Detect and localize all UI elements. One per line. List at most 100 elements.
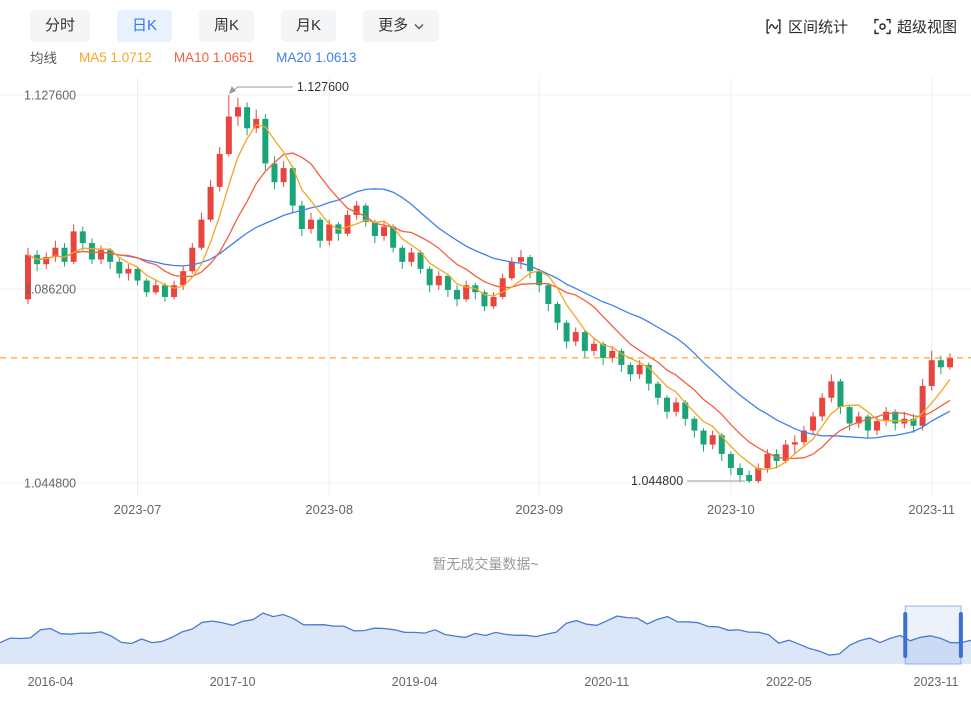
candle-body xyxy=(691,418,698,431)
candle-body xyxy=(837,381,844,408)
candle-body xyxy=(435,275,442,286)
candle-body xyxy=(180,271,187,286)
candle-body xyxy=(399,247,406,262)
candle-body xyxy=(919,386,926,426)
candle-body xyxy=(883,411,890,422)
candle-body xyxy=(700,430,707,445)
ma20-value: MA20 1.0613 xyxy=(276,49,357,65)
candle-body xyxy=(627,364,634,375)
candle-body xyxy=(636,364,643,375)
x-axis-label: 2023-11 xyxy=(908,502,955,517)
candle-body xyxy=(289,168,296,206)
navigator-handle-left[interactable] xyxy=(903,612,908,658)
candle-body xyxy=(791,442,798,445)
candle-body xyxy=(262,118,269,164)
x-axis-label: 2023-10 xyxy=(707,502,755,517)
candle-body xyxy=(362,205,369,222)
ma-legend: 均线 MA5 1.0712 MA10 1.0651 MA20 1.0613 xyxy=(30,47,356,67)
tab-time-sharing[interactable]: 分时 xyxy=(30,9,91,43)
navigator-window[interactable] xyxy=(904,605,962,665)
candle-body xyxy=(307,219,314,230)
ma5-value: MA5 1.0712 xyxy=(79,49,152,65)
candle-body xyxy=(198,219,205,248)
candle-body xyxy=(70,231,77,262)
candle-body xyxy=(727,453,734,469)
ma10-value: MA10 1.0651 xyxy=(173,49,255,65)
candle-body xyxy=(517,257,524,262)
candle-body xyxy=(271,163,278,183)
candle-body xyxy=(828,381,835,398)
tab-daily-k[interactable]: 日K xyxy=(117,9,173,43)
candle-body xyxy=(873,421,880,431)
candle-body xyxy=(454,289,461,300)
candle-body xyxy=(207,186,214,220)
candle-body xyxy=(718,435,725,454)
candle-body xyxy=(444,275,451,290)
candle-body xyxy=(125,268,132,274)
candle-body xyxy=(234,107,241,117)
candlestick-chart[interactable]: 2023-07 2023-08 2023-09 2023-10 2023-11 1.127… xyxy=(0,70,971,530)
navigator-x-label: 2022-05 xyxy=(766,675,812,689)
candle-body xyxy=(280,168,287,183)
super-view-icon xyxy=(874,18,891,35)
ma5-line xyxy=(27,124,951,470)
tab-monthly-k[interactable]: 月K xyxy=(281,9,337,43)
candle-body xyxy=(855,416,862,424)
tab-weekly-k[interactable]: 周K xyxy=(199,9,255,43)
candle-body xyxy=(645,364,652,384)
navigator-x-label: 2017-10 xyxy=(210,675,256,689)
candle-body xyxy=(527,257,534,272)
candle-body xyxy=(682,402,689,419)
high-annotation-arrow xyxy=(228,86,236,94)
candle-body xyxy=(189,247,196,272)
navigator-line xyxy=(0,612,971,656)
candle-body xyxy=(61,247,68,262)
candle-body xyxy=(253,118,260,129)
candle-body xyxy=(846,407,853,424)
candle-body xyxy=(390,226,397,248)
candle-body xyxy=(800,430,807,443)
candle-body xyxy=(463,285,470,300)
candle-body xyxy=(216,154,223,187)
volume-placeholder-text: 暂无成交量数据~ xyxy=(432,556,539,572)
candle-body xyxy=(563,322,570,342)
navigator-x-label: 2023-11 xyxy=(914,675,959,689)
navigator-x-label: 2019-04 xyxy=(392,675,438,689)
candle-body xyxy=(490,296,497,307)
low-annotation-label: 1.044800 xyxy=(631,474,683,488)
range-stats-icon xyxy=(765,18,782,35)
toolbar-right: 区间统计 超级视图 xyxy=(765,16,957,37)
candle-body xyxy=(43,257,50,265)
candle-body xyxy=(134,268,141,281)
ma10-line xyxy=(27,152,951,460)
candle-body xyxy=(937,360,944,368)
super-view-label: 超级视图 xyxy=(896,18,957,36)
candle-body xyxy=(152,285,159,293)
y-axis-label: 1.127600 xyxy=(24,89,76,103)
ma20-line xyxy=(27,188,951,439)
candle-body xyxy=(709,435,716,445)
candle-body xyxy=(609,350,616,358)
candle-body xyxy=(88,243,95,260)
super-view-button[interactable]: 超级视图 xyxy=(874,16,957,37)
navigator-handle-right[interactable] xyxy=(958,612,963,658)
candle-body xyxy=(317,219,324,241)
candle-body xyxy=(161,285,168,297)
navigator-area-fill xyxy=(0,613,971,664)
candle-body xyxy=(371,221,378,237)
candle-body xyxy=(755,468,762,482)
candle-body xyxy=(554,303,561,323)
candle-body xyxy=(244,107,251,129)
candle-body xyxy=(171,285,178,297)
candle-body xyxy=(116,261,123,274)
more-button[interactable]: 更多 xyxy=(363,9,440,43)
candle-body xyxy=(381,226,388,237)
candle-body xyxy=(79,231,86,244)
candle-body xyxy=(590,343,597,351)
candle-body xyxy=(673,402,680,412)
candle-body xyxy=(864,416,871,431)
candle-body xyxy=(910,418,917,426)
navigator-chart[interactable]: 2016-04 2017-10 2019-04 2020-11 2022-05 2023-… xyxy=(0,602,971,697)
range-stats-button[interactable]: 区间统计 xyxy=(765,16,848,37)
candle-body xyxy=(947,357,953,368)
